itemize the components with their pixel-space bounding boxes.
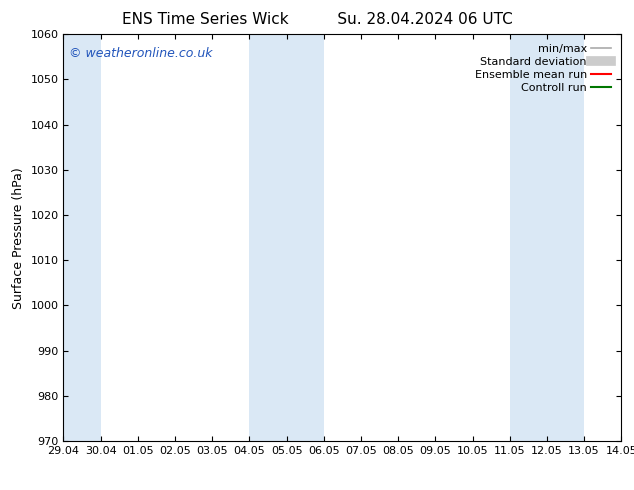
Text: © weatheronline.co.uk: © weatheronline.co.uk — [69, 47, 212, 59]
Text: ENS Time Series Wick          Su. 28.04.2024 06 UTC: ENS Time Series Wick Su. 28.04.2024 06 U… — [122, 12, 512, 27]
Y-axis label: Surface Pressure (hPa): Surface Pressure (hPa) — [12, 167, 25, 309]
Bar — [510, 34, 584, 441]
Bar — [249, 34, 324, 441]
Bar — [63, 34, 101, 441]
Legend: min/max, Standard deviation, Ensemble mean run, Controll run: min/max, Standard deviation, Ensemble me… — [470, 40, 616, 97]
